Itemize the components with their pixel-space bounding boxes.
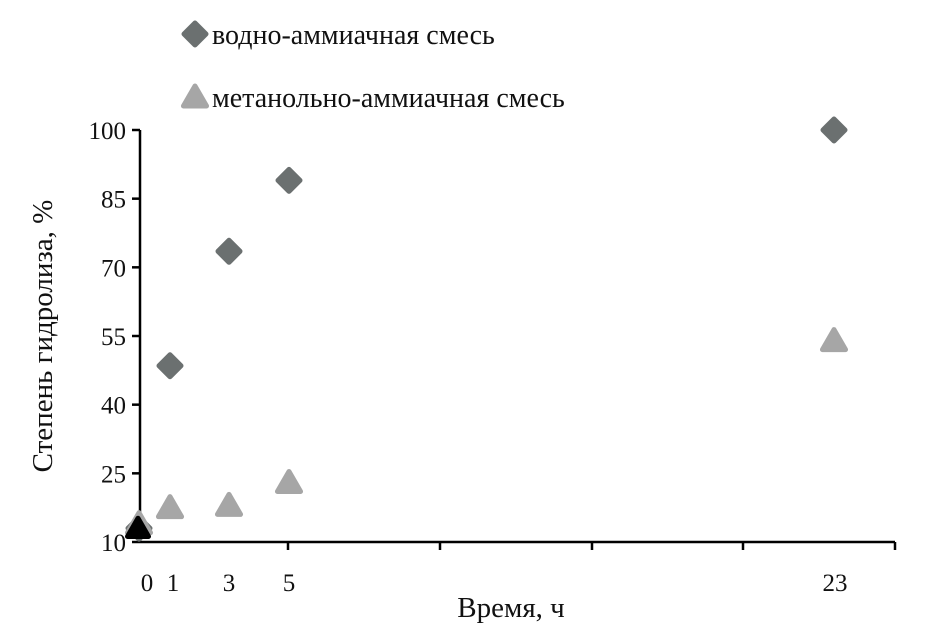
x-tick-label: 5 — [283, 570, 296, 597]
y-tick-label: 55 — [101, 324, 126, 351]
y-tick-label: 85 — [101, 187, 126, 214]
legend-label: водно-аммиачная смесь — [212, 20, 495, 51]
diamond-point — [156, 352, 184, 380]
x-tick-label: 3 — [223, 570, 236, 597]
y-tick-label: 10 — [101, 530, 126, 557]
y-tick-label: 25 — [101, 461, 126, 488]
y-axis: 10 25 40 55 70 85 100 — [89, 118, 142, 557]
diamond-point — [215, 237, 243, 265]
x-axis-title: Время, ч — [457, 592, 565, 624]
legend: водно-аммиачная смесь метанольно-аммиачна… — [180, 20, 565, 114]
legend-triangle-icon — [180, 83, 210, 109]
data-points — [124, 116, 849, 542]
y-tick-label: 70 — [101, 255, 126, 282]
y-tick-label: 40 — [101, 393, 126, 420]
triangle-point — [274, 468, 304, 495]
black-triangle-point — [125, 515, 151, 539]
legend-diamond-icon — [181, 20, 209, 48]
triangle-point — [214, 491, 244, 517]
x-tick-label: 1 — [167, 570, 180, 597]
triangle-point — [155, 494, 185, 520]
x-tick-label: 23 — [823, 570, 848, 597]
triangle-point — [819, 327, 849, 353]
y-tick-label: 100 — [89, 118, 127, 145]
diamond-point — [820, 116, 848, 144]
legend-label: метанольно-аммиачная смесь — [212, 83, 565, 114]
x-axis: 0 1 3 5 23 — [140, 540, 897, 597]
diamond-point — [275, 166, 303, 194]
y-axis-title: Степень гидролиза, % — [27, 200, 59, 473]
x-tick-label: 0 — [141, 570, 154, 597]
